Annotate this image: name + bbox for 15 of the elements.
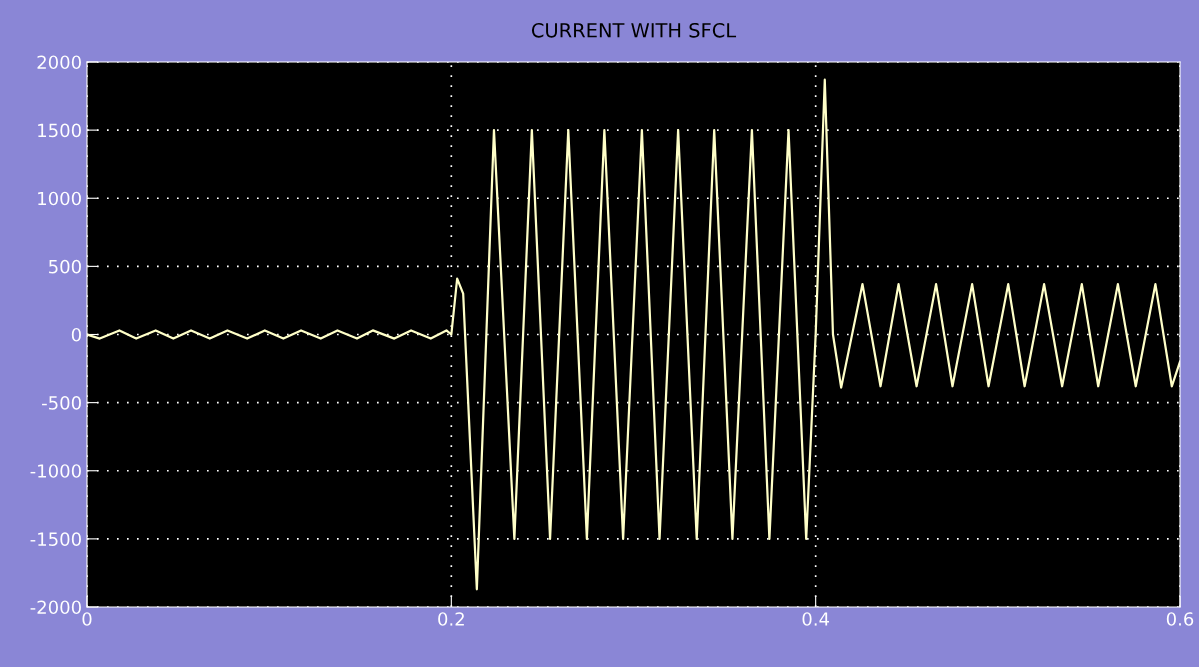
y-tick-label: -1500 — [30, 532, 81, 546]
chart-title: CURRENT WITH SFCL — [531, 22, 737, 38]
y-tick-label: 1500 — [38, 123, 81, 138]
y-tick-label: -2000 — [30, 600, 81, 615]
y-tick-label: -1000 — [30, 464, 81, 478]
y-tick-label: -500 — [42, 396, 81, 410]
y-tick-label: 500 — [49, 259, 81, 274]
x-tick-label: 0 — [82, 612, 92, 626]
line-series — [87, 78, 1180, 591]
x-tick-label: 0.2 — [438, 612, 464, 626]
x-tick-label: 0.4 — [802, 612, 830, 626]
y-tick-label: 2000 — [37, 55, 81, 70]
y-tick-label: 0 — [71, 327, 81, 342]
y-tick-label: 1000 — [38, 191, 81, 206]
x-tick-label: 0.6 — [1166, 612, 1194, 626]
